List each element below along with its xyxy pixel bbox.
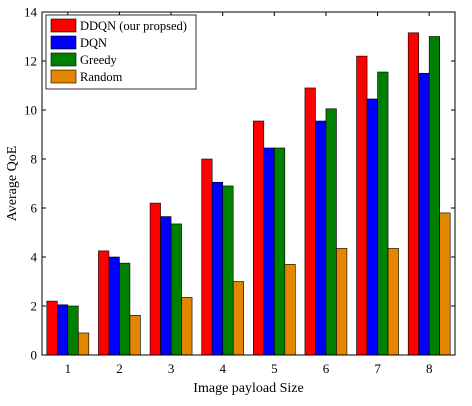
bar-greedy-6 [325, 108, 337, 356]
legend-swatch-random [50, 69, 77, 84]
x-axis-label: Image payload Size [193, 381, 303, 396]
y-tick-label: 10 [24, 103, 37, 118]
bar-random-1 [78, 332, 90, 356]
bar-greedy-2 [119, 262, 131, 356]
legend-label-ddqn-our-propsed: DDQN (our propsed) [80, 19, 187, 33]
y-tick-label: 8 [31, 152, 38, 167]
y-axis-ticks: 0 2 4 6 8 10 12 14 [24, 5, 455, 363]
y-tick-label: 4 [31, 250, 38, 265]
bar-ddqn-our-propsed-3 [149, 202, 161, 356]
bar-ddqn-our-propsed-4 [201, 158, 213, 356]
plot-frame [41, 11, 456, 356]
x-tick-label: 2 [116, 361, 123, 376]
bar-greedy-1 [67, 305, 79, 356]
bar-random-4 [232, 281, 244, 356]
legend-label-greedy: Greedy [80, 53, 118, 67]
bar-ddqn-our-propsed-1 [46, 300, 58, 356]
bar-ddqn-our-propsed-8 [407, 32, 419, 356]
x-tick-label: 7 [374, 361, 381, 376]
x-tick-label: 6 [323, 361, 330, 376]
x-tick-label: 4 [219, 361, 226, 376]
x-tick-label: 5 [271, 361, 278, 376]
legend-label-random: Random [80, 70, 123, 84]
y-tick-label: 6 [31, 201, 38, 216]
bar-random-7 [387, 248, 399, 356]
bar-dqn-8 [418, 72, 430, 356]
bar-dqn-7 [366, 98, 378, 356]
x-tick-label: 8 [426, 361, 433, 376]
x-axis-ticks: 1 2 3 4 5 6 7 8 [65, 12, 433, 376]
bar-dqn-2 [108, 256, 120, 356]
bar-ddqn-our-propsed-5 [253, 120, 265, 356]
legend: DDQN (our propsed) DQN Greedy Random [45, 14, 197, 90]
legend-swatch-dqn [50, 35, 77, 50]
bar-random-6 [336, 248, 348, 356]
bar-random-2 [129, 315, 141, 356]
bar-random-3 [181, 297, 193, 356]
y-tick-label: 12 [24, 54, 37, 69]
bar-ddqn-our-propsed-6 [304, 87, 316, 356]
bar-random-5 [284, 264, 296, 356]
x-tick-label: 3 [168, 361, 175, 376]
bars-layer [46, 32, 451, 356]
y-tick-label: 0 [31, 348, 38, 363]
y-axis-label: Average QoE [5, 146, 20, 222]
bar-random-8 [439, 212, 451, 356]
bar-greedy-8 [428, 36, 440, 356]
bar-greedy-3 [170, 223, 182, 356]
bar-greedy-7 [377, 71, 389, 356]
bar-greedy-5 [274, 147, 286, 356]
legend-swatch-ddqn-our-propsed [50, 18, 77, 33]
bar-dqn-3 [160, 216, 172, 356]
bar-dqn-4 [211, 181, 223, 356]
y-tick-label: 2 [31, 299, 38, 314]
bar-ddqn-our-propsed-7 [356, 55, 368, 356]
bar-dqn-5 [263, 147, 275, 356]
legend-swatch-greedy [50, 52, 77, 67]
y-tick-label: 14 [24, 5, 38, 20]
bar-greedy-4 [222, 185, 234, 356]
x-tick-label: 1 [65, 361, 72, 376]
bar-dqn-6 [315, 120, 327, 356]
bar-ddqn-our-propsed-2 [98, 250, 110, 356]
legend-label-dqn: DQN [80, 36, 107, 50]
bar-dqn-1 [57, 304, 69, 356]
